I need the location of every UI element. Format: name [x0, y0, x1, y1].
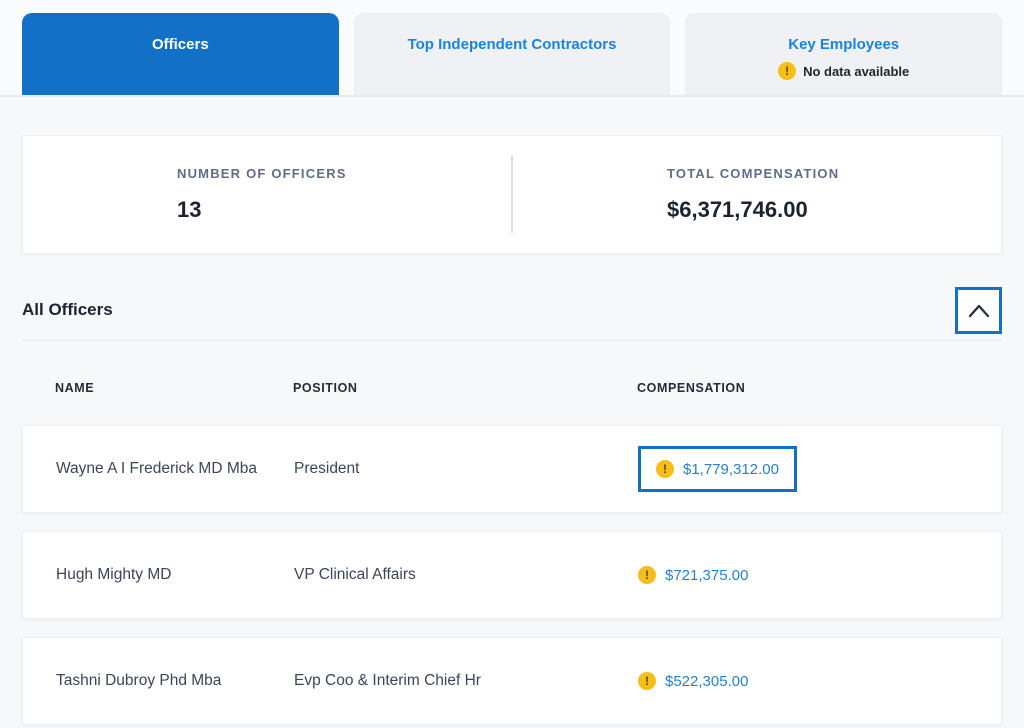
officer-position: VP Clinical Affairs — [294, 566, 416, 583]
collapse-section-button[interactable] — [955, 286, 1002, 334]
no-data-note: ! No data available — [778, 62, 909, 80]
officers-table-header: NAME POSITION COMPENSATION — [22, 341, 1002, 425]
tab-contractors-label: Top Independent Contractors — [407, 36, 617, 53]
tab-top-independent-contractors[interactable]: Top Independent Contractors — [353, 13, 671, 95]
compensation-value: $1,779,312.00 — [683, 460, 779, 478]
column-header-compensation: COMPENSATION — [637, 381, 746, 395]
summary-card: NUMBER OF OFFICERS 13 TOTAL COMPENSATION… — [22, 135, 1002, 254]
tab-bar: Officers Top Independent Contractors Key… — [0, 0, 1024, 97]
compensation-value: $522,305.00 — [665, 672, 749, 690]
table-row: Tashni Dubroy Phd Mba Evp Coo & Interim … — [22, 637, 1002, 725]
compensation-link[interactable]: ! $1,779,312.00 — [638, 446, 797, 492]
officer-name: Wayne A I Frederick MD Mba — [56, 460, 257, 477]
compensation-cell: ! $522,305.00 — [638, 672, 968, 690]
all-officers-section-header: All Officers — [22, 286, 1002, 334]
stat-label: TOTAL COMPENSATION — [667, 166, 840, 181]
warning-icon: ! — [638, 566, 656, 584]
warning-icon: ! — [656, 460, 674, 478]
stat-value: 13 — [177, 197, 202, 222]
tab-officers[interactable]: Officers — [22, 13, 339, 95]
column-header-name: NAME — [55, 381, 95, 395]
compensation-cell: ! $721,375.00 — [638, 566, 968, 584]
no-data-note-text: No data available — [803, 63, 910, 79]
section-divider — [22, 340, 1002, 341]
section-title: All Officers — [22, 300, 113, 319]
warning-icon: ! — [638, 672, 656, 690]
stat-number-of-officers: NUMBER OF OFFICERS 13 — [23, 136, 511, 253]
tab-key-employees-label: Key Employees — [788, 36, 900, 53]
warning-icon: ! — [778, 62, 797, 80]
stat-value: $6,371,746.00 — [667, 197, 808, 222]
table-row: Hugh Mighty MD VP Clinical Affairs ! $72… — [22, 531, 1002, 619]
column-header-position: POSITION — [293, 381, 358, 395]
stat-label: NUMBER OF OFFICERS — [177, 166, 347, 181]
compensation-cell: ! $1,779,312.00 — [638, 446, 968, 492]
tab-key-employees[interactable]: Key Employees ! No data available — [685, 13, 1003, 95]
compensation-value: $721,375.00 — [665, 566, 749, 584]
chevron-up-icon — [967, 303, 991, 318]
officer-position: President — [294, 460, 360, 477]
officer-name: Hugh Mighty MD — [56, 566, 172, 583]
officer-name: Tashni Dubroy Phd Mba — [56, 672, 222, 689]
tab-officers-label: Officers — [151, 36, 209, 53]
stat-divider — [511, 156, 513, 233]
table-row: Wayne A I Frederick MD Mba President ! $… — [22, 425, 1002, 513]
compensation-link[interactable]: ! $522,305.00 — [638, 672, 748, 690]
officer-position: Evp Coo & Interim Chief Hr — [294, 672, 481, 689]
compensation-link[interactable]: ! $721,375.00 — [638, 566, 748, 584]
stat-total-compensation: TOTAL COMPENSATION $6,371,746.00 — [513, 136, 1001, 253]
